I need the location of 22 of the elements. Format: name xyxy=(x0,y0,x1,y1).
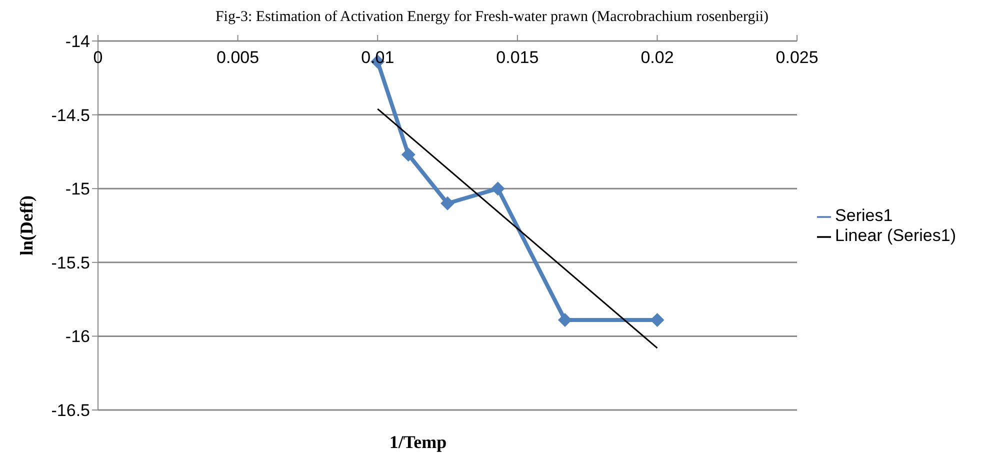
y-tick-label: -14 xyxy=(65,32,90,52)
x-tick-label: 0.01 xyxy=(361,48,394,67)
legend-label: Series1 xyxy=(835,206,893,225)
point xyxy=(490,182,505,196)
x-tick-label: 0.02 xyxy=(640,48,674,67)
y-tick-label: -16 xyxy=(65,327,90,346)
x-axis-title: 1/Temp xyxy=(388,432,448,453)
x-tick-label: 0 xyxy=(93,48,103,67)
x-tick-label: 0.025 xyxy=(776,48,818,67)
y-tick-label: -16.5 xyxy=(51,401,90,420)
point xyxy=(650,312,664,327)
legend-label: Linear (Series1) xyxy=(835,226,956,245)
x-tick-label: 0.015 xyxy=(496,48,539,67)
x-tick-label: 0.005 xyxy=(216,48,260,67)
y-tick-label: -15 xyxy=(65,180,90,199)
y-tick-label: -15.5 xyxy=(51,253,90,272)
chart-title: Fig-3: Estimation of Activation Energy for Fresh-water prawn (Macrobrachium rosenbergii) xyxy=(214,8,770,26)
y-tick-label: -14.5 xyxy=(51,106,90,125)
y-axis-title: ln(Deff) xyxy=(16,196,36,256)
point xyxy=(558,312,572,327)
point xyxy=(440,196,455,210)
point xyxy=(401,148,416,162)
